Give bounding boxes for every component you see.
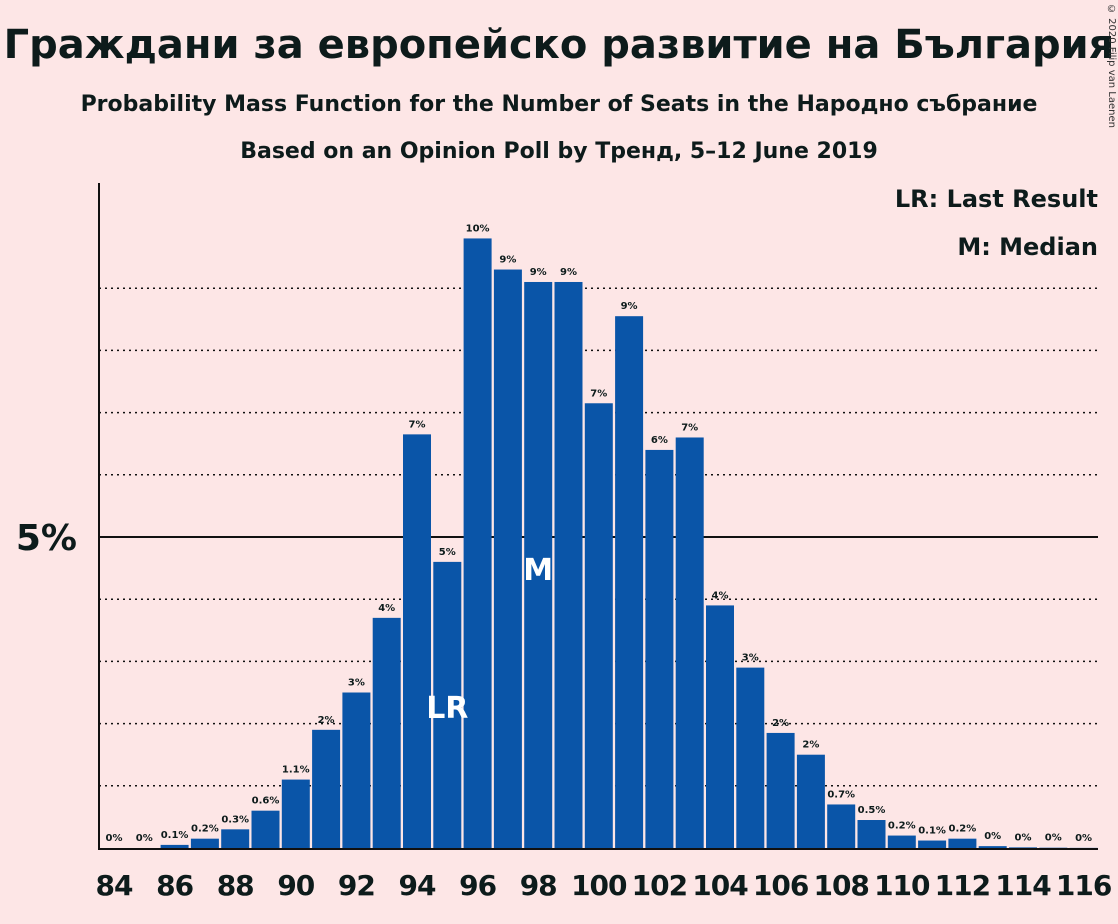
- bar-96: [463, 238, 492, 848]
- bar-label-89: 0.6%: [252, 796, 280, 807]
- bar-108: [827, 804, 856, 848]
- bar-107: [796, 754, 825, 848]
- chart-title: Граждани за европейско развитие на Бълга…: [3, 22, 1115, 68]
- chart-subtitle: Probability Mass Function for the Number…: [80, 92, 1038, 117]
- bar-label-101: 9%: [621, 301, 638, 312]
- bar-label-107: 2%: [802, 740, 819, 751]
- bar-label-102: 6%: [651, 435, 668, 446]
- bar-98: [524, 281, 553, 849]
- copyright-note: © 2020 Filip van Laenen: [1106, 4, 1117, 128]
- bar-114: [1009, 847, 1037, 848]
- legend-last-result: LR: Last Result: [894, 185, 1098, 213]
- bar-label-108: 0.7%: [827, 789, 855, 800]
- bar-label-96: 10%: [466, 223, 490, 234]
- bar-99: [554, 281, 583, 849]
- bar-label-86: 0.1%: [161, 830, 189, 841]
- bar-105: [736, 667, 765, 848]
- x-tick-label-116: 116: [1056, 869, 1111, 902]
- bar-112: [948, 838, 977, 848]
- bar-111: [918, 840, 947, 848]
- x-tick-label-114: 114: [995, 869, 1051, 902]
- x-tick-label-112: 112: [935, 869, 990, 902]
- bar-label-115: 0%: [1045, 833, 1062, 844]
- bar-86: [160, 844, 189, 848]
- x-tick-label-98: 98: [520, 869, 557, 902]
- bar-90: [281, 779, 310, 848]
- x-tick-label-108: 108: [813, 869, 868, 902]
- bar-label-111: 0.1%: [918, 826, 946, 837]
- bar-label-109: 0.5%: [858, 805, 886, 816]
- bar-label-97: 9%: [499, 255, 516, 266]
- bar-label-103: 7%: [681, 422, 698, 433]
- x-tick-label-100: 100: [571, 869, 627, 902]
- bar-103: [675, 437, 704, 848]
- bar-label-113: 0%: [984, 831, 1001, 842]
- bar-91: [312, 729, 341, 848]
- bar-label-84: 0%: [106, 833, 123, 844]
- bar-label-88: 0.3%: [221, 814, 249, 825]
- last-result-marker: LR: [426, 691, 468, 726]
- bar-95: [433, 561, 462, 848]
- bar-label-114: 0%: [1015, 832, 1032, 843]
- bar-label-93: 4%: [378, 603, 395, 614]
- bar-label-85: 0%: [136, 833, 153, 844]
- bar-label-116: 0%: [1075, 833, 1092, 844]
- bar-label-105: 3%: [742, 653, 759, 664]
- bar-label-94: 7%: [409, 419, 426, 430]
- bar-label-87: 0.2%: [191, 824, 219, 835]
- bar-97: [493, 269, 522, 848]
- x-tick-label-92: 92: [338, 869, 375, 902]
- bar-label-104: 4%: [712, 590, 729, 601]
- x-tick-label-96: 96: [459, 869, 496, 902]
- bar-104: [706, 605, 734, 848]
- bar-label-100: 7%: [590, 388, 607, 399]
- bar-label-112: 0.2%: [949, 824, 977, 835]
- bar-label-106: 2%: [772, 718, 789, 729]
- bar-label-90: 1.1%: [282, 765, 310, 776]
- x-tick-label-110: 110: [874, 869, 930, 902]
- x-tick-label-102: 102: [632, 869, 687, 902]
- x-tick-label-106: 106: [753, 869, 808, 902]
- bar-110: [887, 835, 916, 848]
- x-tick-label-84: 84: [96, 869, 133, 902]
- median-marker: M: [523, 553, 553, 588]
- legend-median: M: Median: [957, 233, 1098, 261]
- bar-label-91: 2%: [318, 715, 335, 726]
- x-tick-label-94: 94: [399, 869, 436, 902]
- x-tick-label-86: 86: [156, 869, 193, 902]
- bar-89: [251, 810, 280, 848]
- bar-101: [615, 316, 644, 848]
- bar-94: [403, 434, 431, 848]
- bar-109: [857, 820, 886, 848]
- x-tick-label-88: 88: [217, 869, 254, 902]
- y-tick-label-5pct: 5%: [16, 518, 77, 559]
- bar-92: [342, 692, 371, 848]
- bar-102: [645, 449, 674, 848]
- bar-113: [978, 846, 1007, 848]
- bar-label-110: 0.2%: [888, 821, 916, 832]
- chart-subtitle-poll: Based on an Opinion Poll by Тренд, 5–12 …: [240, 139, 878, 164]
- bar-93: [372, 617, 401, 848]
- bar-87: [190, 838, 219, 848]
- x-tick-label-104: 104: [692, 869, 748, 902]
- bar-label-98: 9%: [530, 267, 547, 278]
- bar-106: [766, 732, 795, 848]
- x-tick-label-90: 90: [277, 869, 314, 902]
- bar-label-92: 3%: [348, 678, 365, 689]
- bar-label-95: 5%: [439, 547, 456, 558]
- bar-label-99: 9%: [560, 267, 577, 278]
- bar-88: [221, 829, 250, 848]
- bar-100: [584, 403, 613, 848]
